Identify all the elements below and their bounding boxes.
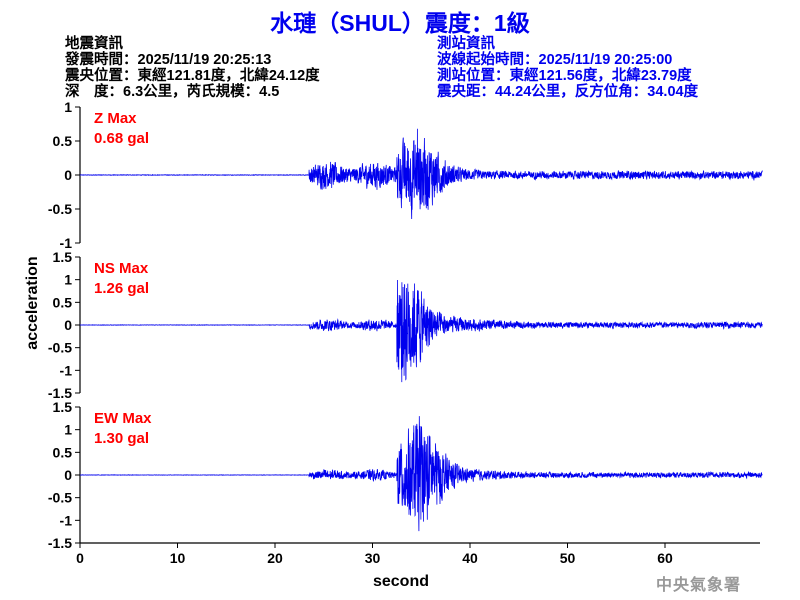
y-axis-label: acceleration bbox=[24, 256, 41, 349]
y-tick-label: 0.5 bbox=[53, 444, 73, 460]
y-tick-label: -1 bbox=[60, 512, 73, 528]
epicenter: 震央位置：東經121.81度，北緯24.12度 bbox=[65, 68, 320, 84]
x-tick-label: 30 bbox=[365, 550, 381, 566]
y-tick-label: -1 bbox=[60, 362, 73, 378]
y-tick-label: 0 bbox=[64, 467, 72, 483]
y-tick-label: -1.5 bbox=[48, 535, 72, 551]
chart-title: 水璉（SHUL）震度：1級 bbox=[270, 10, 530, 36]
y-tick-label: 1.5 bbox=[53, 399, 73, 415]
x-tick-label: 0 bbox=[76, 550, 84, 566]
max-label-NS: NS Max bbox=[94, 260, 149, 277]
x-tick-label: 50 bbox=[560, 550, 576, 566]
station-location: 測站位置：東經121.56度，北緯23.79度 bbox=[437, 68, 692, 84]
x-axis-label: second bbox=[373, 573, 429, 590]
y-tick-label: -0.5 bbox=[48, 490, 72, 506]
y-tick-label: -0.5 bbox=[48, 340, 72, 356]
x-tick-label: 20 bbox=[267, 550, 283, 566]
distance-azimuth: 震央距：44.24公里，反方位角：34.04度 bbox=[437, 84, 699, 100]
trace-EW bbox=[79, 416, 763, 532]
y-tick-label: 0.5 bbox=[53, 294, 73, 310]
max-label-Z: Z Max bbox=[94, 110, 137, 127]
start-time: 波線起始時間：2025/11/19 20:25:00 bbox=[437, 52, 673, 68]
watermark: 中央氣象署 bbox=[656, 575, 742, 594]
y-tick-label: -1.5 bbox=[48, 385, 72, 401]
x-tick-label: 10 bbox=[170, 550, 186, 566]
max-value-EW: 1.30 gal bbox=[94, 430, 149, 447]
trace-NS bbox=[79, 279, 763, 383]
y-tick-label: 0.5 bbox=[53, 133, 73, 149]
y-tick-label: -1 bbox=[60, 235, 73, 251]
quake-info: 地震資訊 發震時間：2025/11/19 20:25:13 震央位置：東經121… bbox=[65, 36, 320, 100]
station-info-heading: 測站資訊 bbox=[437, 36, 495, 52]
y-tick-label: 1 bbox=[64, 422, 72, 438]
max-label-EW: EW Max bbox=[94, 410, 152, 427]
trace-Z bbox=[79, 128, 763, 220]
max-value-Z: 0.68 gal bbox=[94, 130, 149, 147]
depth-magnitude: 深 度：6.3公里，芮氏規模：4.5 bbox=[65, 84, 280, 100]
station-info: 測站資訊 波線起始時間：2025/11/19 20:25:00 測站位置：東經1… bbox=[437, 36, 698, 100]
x-tick-label: 40 bbox=[462, 550, 478, 566]
y-tick-label: 0 bbox=[64, 167, 72, 183]
x-tick-label: 60 bbox=[657, 550, 673, 566]
quake-info-heading: 地震資訊 bbox=[65, 36, 123, 52]
y-tick-label: 1 bbox=[64, 272, 72, 288]
max-value-NS: 1.26 gal bbox=[94, 280, 149, 297]
y-tick-label: 0 bbox=[64, 317, 72, 333]
origin-time: 發震時間：2025/11/19 20:25:13 bbox=[65, 52, 272, 68]
y-tick-label: 1.5 bbox=[53, 249, 73, 265]
y-tick-label: 1 bbox=[64, 99, 72, 115]
y-tick-label: -0.5 bbox=[48, 201, 72, 217]
